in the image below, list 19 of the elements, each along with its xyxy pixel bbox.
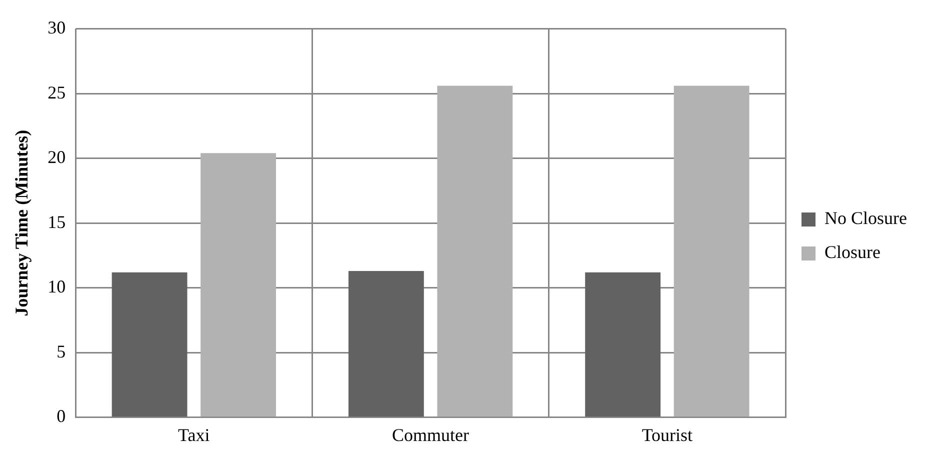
y-tick-label: 15 (48, 212, 66, 232)
x-tick-label: Taxi (178, 424, 210, 445)
y-tick-label: 25 (48, 82, 66, 102)
y-tick-label: 5 (56, 341, 66, 362)
y-axis-title: Journey Time (Minutes) (11, 130, 32, 316)
y-tick-label: 30 (48, 18, 66, 38)
y-tick-label: 0 (56, 406, 66, 426)
bar (348, 271, 424, 417)
y-tick-label: 20 (48, 147, 66, 168)
x-tick-label: Commuter (392, 424, 470, 445)
legend-label: No Closure (824, 208, 908, 228)
bar (585, 272, 661, 417)
bar (437, 86, 513, 417)
bar (112, 272, 188, 417)
y-tick-label: 10 (48, 276, 66, 297)
bar (674, 86, 750, 417)
x-tick-label: Tourist (642, 424, 693, 445)
legend-label: Closure (824, 242, 881, 262)
bar (200, 153, 276, 417)
